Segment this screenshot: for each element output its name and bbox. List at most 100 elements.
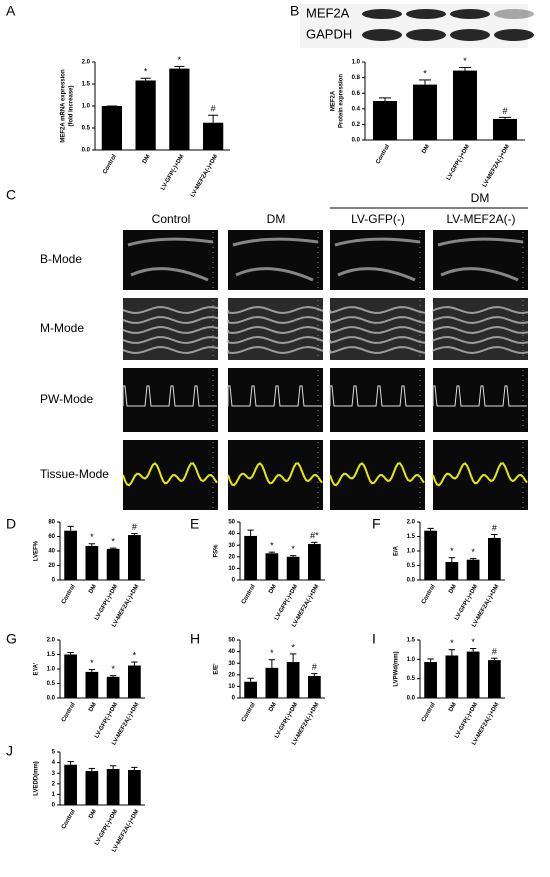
- echo-trace: [329, 346, 426, 355]
- annotation: #: [502, 106, 507, 116]
- panel-letter: C: [6, 187, 16, 203]
- bar: [265, 667, 279, 698]
- echo-trace: [329, 336, 426, 345]
- blot-band: [362, 9, 402, 19]
- bar: [424, 530, 437, 580]
- bar: [85, 771, 99, 805]
- bar: [453, 70, 477, 140]
- row-label: B-Mode: [40, 252, 82, 266]
- y-tick-label: 40: [48, 549, 55, 555]
- echo-trace: [122, 316, 219, 324]
- y-axis-label: LVEF%: [34, 540, 40, 561]
- bar: [308, 675, 321, 698]
- annotation: *: [291, 544, 295, 554]
- bar: [413, 84, 437, 140]
- echo-trace: [329, 385, 424, 407]
- annotation: #: [312, 662, 317, 672]
- blot-band: [406, 29, 446, 41]
- y-tick-label: 0.5: [407, 676, 416, 682]
- bar: [445, 562, 459, 580]
- echo-trace: [329, 462, 425, 487]
- x-tick-label: LV-GFP(-)+DM: [454, 584, 479, 622]
- group-label: DM: [471, 191, 490, 205]
- echo-trace: [432, 306, 529, 314]
- annotation: #: [211, 104, 216, 114]
- echo-trace: [432, 462, 528, 487]
- echo-trace: [122, 385, 217, 407]
- annotation: *: [291, 642, 295, 652]
- echo-trace: [122, 336, 219, 344]
- echo-image: [228, 440, 323, 510]
- blot-band: [450, 9, 490, 19]
- bar: [466, 651, 480, 698]
- annotation: *: [471, 547, 475, 557]
- annotation: *: [111, 536, 115, 546]
- y-tick-label: 1.0: [407, 657, 416, 663]
- column-label: LV-MEF2A(-): [446, 212, 515, 226]
- blot-band: [406, 9, 446, 19]
- echo-trace: [122, 346, 219, 354]
- bar: [101, 106, 122, 150]
- y-axis-label: E/E': [214, 663, 220, 675]
- row-label: Tissue-Mode: [40, 467, 109, 481]
- annotation: *: [450, 546, 454, 556]
- panel-letter: D: [6, 516, 16, 532]
- x-tick-label: Control: [241, 702, 257, 724]
- x-tick-label: LV-GFP(-)+DM: [160, 154, 185, 192]
- echo-trace: [432, 336, 529, 344]
- bar: [373, 101, 397, 140]
- echo-image: [330, 440, 425, 510]
- y-tick-label: 0: [52, 803, 56, 809]
- bar: [64, 764, 77, 805]
- bar: [135, 80, 156, 150]
- y-tick-label: 20: [228, 672, 235, 678]
- row-label: PW-Mode: [40, 392, 93, 406]
- y-tick-label: 50: [228, 520, 235, 526]
- y-axis-label: E'/A': [34, 662, 40, 675]
- annotation: *: [90, 532, 94, 542]
- y-tick-label: 1.0: [47, 667, 56, 673]
- echo-trace: [432, 326, 529, 334]
- y-tick-label: 3: [52, 771, 56, 777]
- y-tick-label: 0: [232, 696, 236, 702]
- annotation: #: [492, 647, 497, 657]
- panel-letter: A: [6, 3, 16, 19]
- bar: [445, 655, 459, 698]
- x-tick-label: DM: [88, 809, 98, 820]
- x-tick-label: LV-GFP(-)+DM: [274, 584, 299, 622]
- annotation: *: [133, 650, 137, 660]
- y-tick-label: 10: [228, 566, 235, 572]
- y-tick-label: 40: [228, 649, 235, 655]
- bar: [286, 662, 300, 698]
- x-tick-label: LV-GFP(-)+DM: [446, 144, 471, 182]
- blot-label: GAPDH: [306, 26, 352, 41]
- y-axis-label: MEF2A: [331, 90, 337, 111]
- echo-image: [123, 368, 218, 432]
- y-tick-label: 0.5: [82, 126, 91, 132]
- echo-trace: [329, 316, 426, 325]
- bar: [203, 122, 224, 150]
- bar: [106, 676, 120, 698]
- x-tick-label: DM: [88, 702, 98, 713]
- x-tick-label: DM: [448, 584, 458, 595]
- bar: [128, 535, 141, 580]
- bar: [128, 770, 141, 805]
- y-tick-label: 1.5: [82, 82, 91, 88]
- y-tick-label: 50: [228, 638, 235, 644]
- annotation: *: [144, 67, 148, 77]
- x-tick-label: LV-GFP(-)+DM: [274, 702, 299, 740]
- y-tick-label: 2.0: [82, 60, 91, 66]
- bar: [85, 545, 99, 580]
- echo-trace: [432, 385, 527, 407]
- echo-trace: [432, 346, 529, 354]
- y-tick-label: 10: [228, 684, 235, 690]
- echo-image: [123, 440, 218, 510]
- y-tick-label: 20: [48, 563, 55, 569]
- blot-band: [494, 9, 534, 19]
- annotation: *: [90, 658, 94, 668]
- annotation: *: [463, 56, 467, 66]
- x-tick-label: DM: [268, 702, 278, 713]
- blot-label: MEF2A: [306, 5, 350, 20]
- y-tick-label: 0: [232, 578, 236, 584]
